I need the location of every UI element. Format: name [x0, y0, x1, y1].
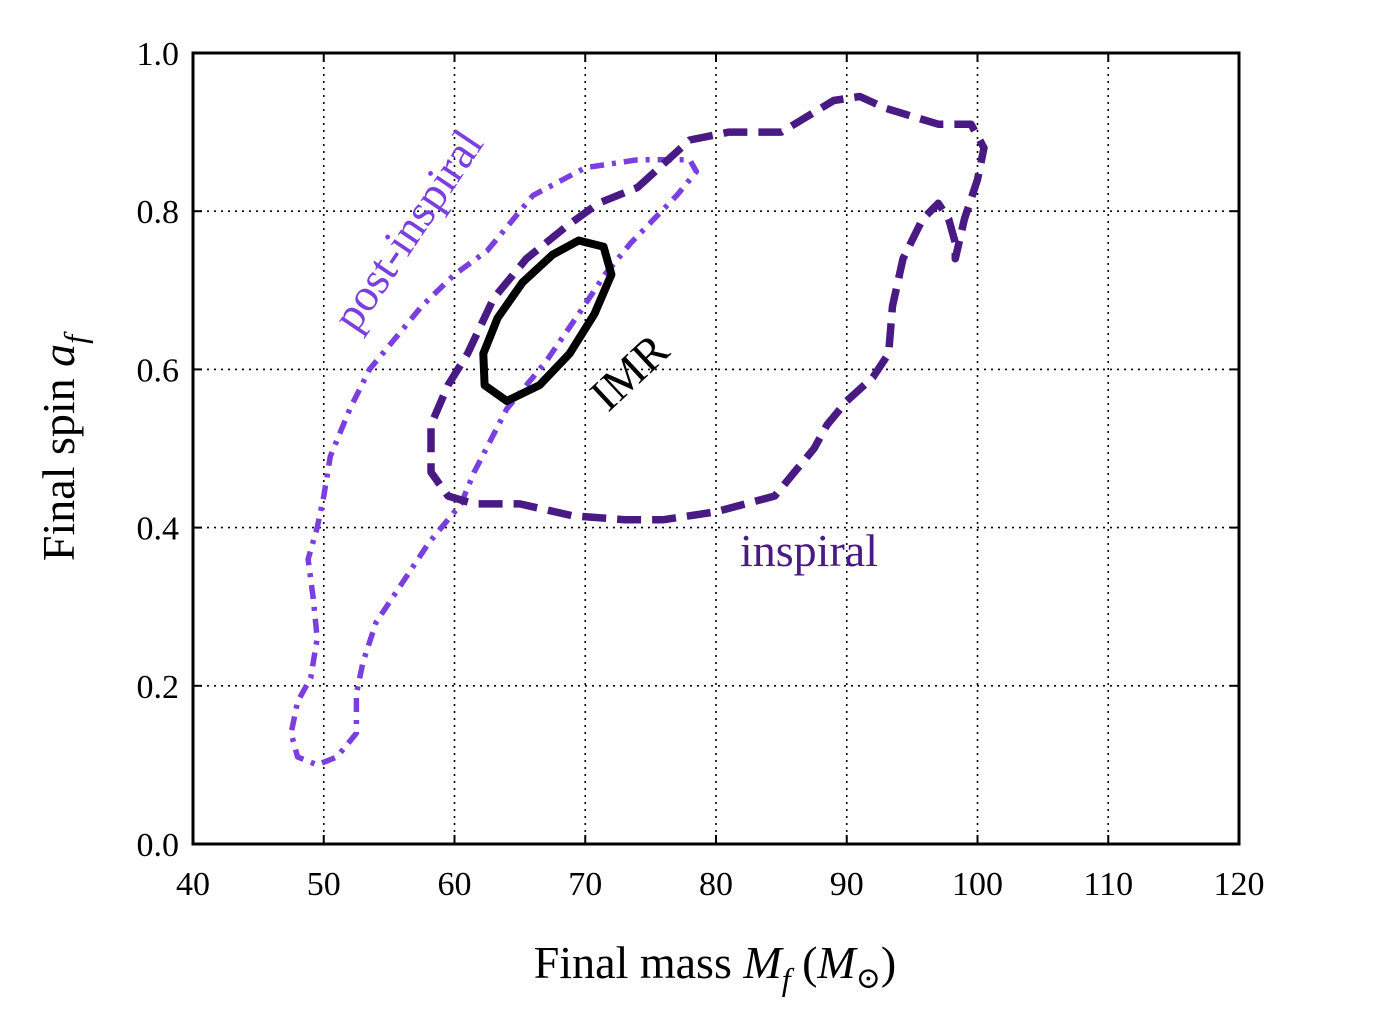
- grid: [193, 53, 1239, 844]
- y-tick-label: 0.8: [137, 194, 180, 231]
- series-post-inspiral-contour: [288, 157, 700, 768]
- x-tick-label: 60: [438, 866, 472, 903]
- y-tick-label: 0.6: [137, 352, 180, 389]
- series-imr-contour: [479, 236, 616, 405]
- x-tick-label: 90: [830, 866, 864, 903]
- y-tick-label: 0.0: [137, 827, 180, 864]
- series-group: [288, 92, 988, 768]
- x-axis-title: Final mass Mf (M⊙): [534, 937, 896, 997]
- annotation-inspiral: inspiral: [740, 525, 878, 576]
- x-tick-label: 120: [1214, 866, 1265, 903]
- y-axis-title: Final spin af: [33, 331, 93, 561]
- x-tick-label: 40: [176, 866, 210, 903]
- x-tick-label: 110: [1083, 866, 1133, 903]
- y-tick-label: 0.2: [137, 669, 180, 706]
- tick-labels: 40 50 60 70 80 90 100 110 120 0.0 0.2 0.4 0.6 0.8 1.0: [137, 36, 1265, 903]
- x-tick-label: 80: [699, 866, 733, 903]
- y-tick-label: 1.0: [137, 36, 180, 73]
- series-inspiral-contour: [427, 92, 988, 524]
- y-tick-label: 0.4: [137, 511, 180, 548]
- ticks: [192, 52, 1240, 845]
- x-tick-label: 70: [568, 866, 602, 903]
- x-tick-label: 100: [952, 866, 1003, 903]
- x-tick-label: 50: [307, 866, 341, 903]
